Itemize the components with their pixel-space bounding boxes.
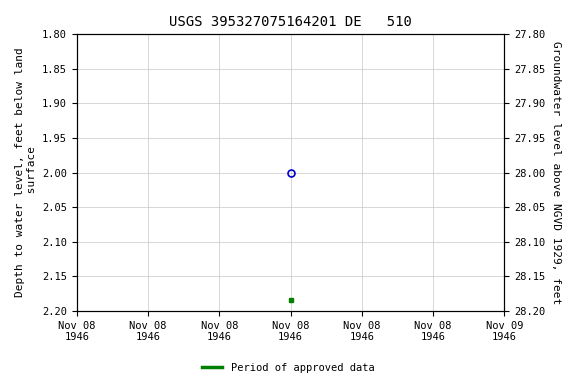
Y-axis label: Depth to water level, feet below land
 surface: Depth to water level, feet below land su… — [15, 48, 37, 298]
Y-axis label: Groundwater level above NGVD 1929, feet: Groundwater level above NGVD 1929, feet — [551, 41, 561, 304]
Title: USGS 395327075164201 DE   510: USGS 395327075164201 DE 510 — [169, 15, 412, 29]
Legend: Period of approved data: Period of approved data — [198, 359, 378, 377]
